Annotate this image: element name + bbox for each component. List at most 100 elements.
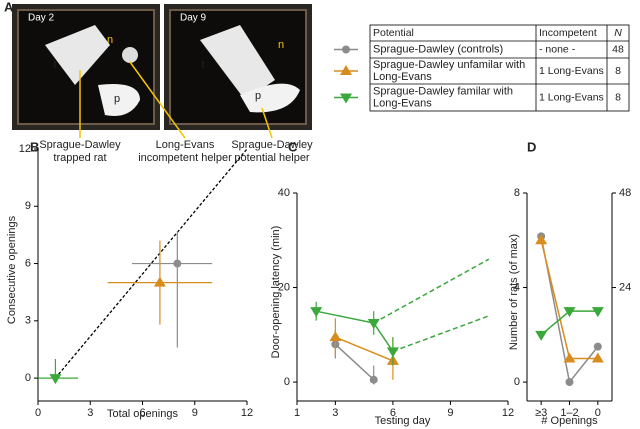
x-axis-label: Total openings <box>107 408 178 420</box>
x-tick-label: 6 <box>390 407 396 419</box>
table-cell: 48 <box>612 43 624 55</box>
photo-label: Day 2 <box>28 13 55 24</box>
rat-letter: n <box>107 34 113 46</box>
y-tick-label: 0 <box>514 376 520 388</box>
legend-marker <box>340 65 352 75</box>
y2-tick-label: 48 <box>619 187 631 199</box>
table-cell: 1 Long-Evans <box>539 65 604 77</box>
photo-annotation-line: trapped rat <box>53 152 106 164</box>
table-header: N <box>614 27 622 39</box>
photo-annotation-line: potential helper <box>234 152 310 164</box>
photo-annotation: Sprague-Dawley trapped rat <box>39 139 121 164</box>
rat-letter: t <box>201 59 204 71</box>
point <box>565 378 574 387</box>
y-axis-label: Number of rats (of max) <box>508 234 520 350</box>
point <box>153 276 166 287</box>
y2-tick-label: 24 <box>619 281 631 293</box>
point <box>591 307 604 318</box>
point <box>563 307 576 318</box>
y-tick-label: 20 <box>278 281 290 293</box>
y-axis-label: Consecutive openings <box>6 215 18 324</box>
point <box>49 374 62 385</box>
x-tick-label: 1–2 <box>560 407 578 419</box>
table-cell: Sprague-Dawley familar with Long-Evans <box>373 85 513 109</box>
table-header: Potential <box>373 27 414 39</box>
rat-letter: n <box>278 39 284 51</box>
y-tick-label: 3 <box>25 315 31 327</box>
rat-letter: p <box>255 90 261 102</box>
x-axis-label: Testing day <box>375 415 431 427</box>
y-tick-label: 0 <box>25 372 31 384</box>
x-tick-label: 0 <box>35 407 41 419</box>
point <box>386 347 399 358</box>
photo-annotation-line: Sprague-Dawley <box>39 139 121 151</box>
table-header: Incompetent <box>539 27 597 39</box>
series-line <box>335 336 394 362</box>
y-tick-label: 6 <box>25 257 31 269</box>
table-cell-line: Sprague-Dawley (controls) <box>373 43 503 55</box>
x-tick-label: 9 <box>447 407 453 419</box>
table-cell: 8 <box>615 91 621 103</box>
y-tick-label: 0 <box>284 376 290 388</box>
rat-letter: p <box>114 93 120 105</box>
point <box>329 331 342 342</box>
photo-annotation: Sprague-Dawley potential helper <box>231 139 313 164</box>
rat-shape <box>240 83 300 113</box>
point <box>367 319 380 329</box>
point <box>563 352 576 363</box>
table-cell: 1 Long-Evans <box>539 91 604 103</box>
y-tick-label: 8 <box>514 187 520 199</box>
panel-label: B <box>30 139 39 154</box>
legend-marker <box>342 45 350 54</box>
rat-shape <box>98 84 140 116</box>
arrow <box>129 61 186 139</box>
x-tick-label: 0 <box>595 407 601 419</box>
point <box>591 352 604 363</box>
x-tick-label: 9 <box>192 407 198 419</box>
legend-marker <box>340 93 352 104</box>
point <box>369 375 378 384</box>
point <box>535 234 548 245</box>
y-tick-label: 12 <box>19 143 31 155</box>
y-tick-label: 4 <box>514 281 520 293</box>
x-axis-label: # Openings <box>541 415 598 427</box>
table-cell: Sprague-Dawley unfamilar with Long-Evans <box>373 59 525 83</box>
table-cell: 8 <box>615 65 621 77</box>
series-line <box>334 343 375 381</box>
rat-shape <box>200 25 275 100</box>
x-tick-label: 12 <box>241 407 253 419</box>
photo-annotation-line: incompetent helper <box>138 152 232 164</box>
table-cell: Sprague-Dawley (controls) <box>373 43 503 55</box>
y-tick-label: 9 <box>25 200 31 212</box>
x-tick-label: 3 <box>87 407 93 419</box>
table-cell-line: Long-Evans <box>373 97 432 109</box>
x-tick-label: ≥3 <box>535 407 547 419</box>
panel-label: C <box>288 139 298 154</box>
y-axis-label: Door-opening latency (min) <box>270 226 282 359</box>
rat-shape <box>122 47 138 63</box>
series-line <box>540 240 598 360</box>
arrow <box>261 107 273 139</box>
table-cell-line: Long-Evans <box>373 71 432 83</box>
table-cell-line: Sprague-Dawley familar with <box>373 85 513 97</box>
projection-line <box>392 315 490 353</box>
point <box>173 259 182 268</box>
x-tick-label: 1 <box>294 407 300 419</box>
x-tick-label: 12 <box>502 407 514 419</box>
y-tick-label: 40 <box>278 187 290 199</box>
x-tick-label: 3 <box>332 407 338 419</box>
legend-table: Potential Incompetent N - none - 48 1 Long-Ev… <box>369 24 630 112</box>
photo-label: Day 9 <box>180 13 207 24</box>
photo-annotation: Long-Evans incompetent helper <box>138 139 232 164</box>
projection-line <box>373 258 490 324</box>
rat-letter: t <box>53 59 56 71</box>
photo-annotation-line: Long-Evans <box>156 139 215 151</box>
point <box>310 307 323 318</box>
panel-label: D <box>527 139 536 154</box>
table-border <box>369 24 630 112</box>
table-cell: - none - <box>539 43 576 55</box>
point <box>593 342 602 351</box>
photo-panels <box>12 4 312 139</box>
rat-shape <box>45 25 110 85</box>
